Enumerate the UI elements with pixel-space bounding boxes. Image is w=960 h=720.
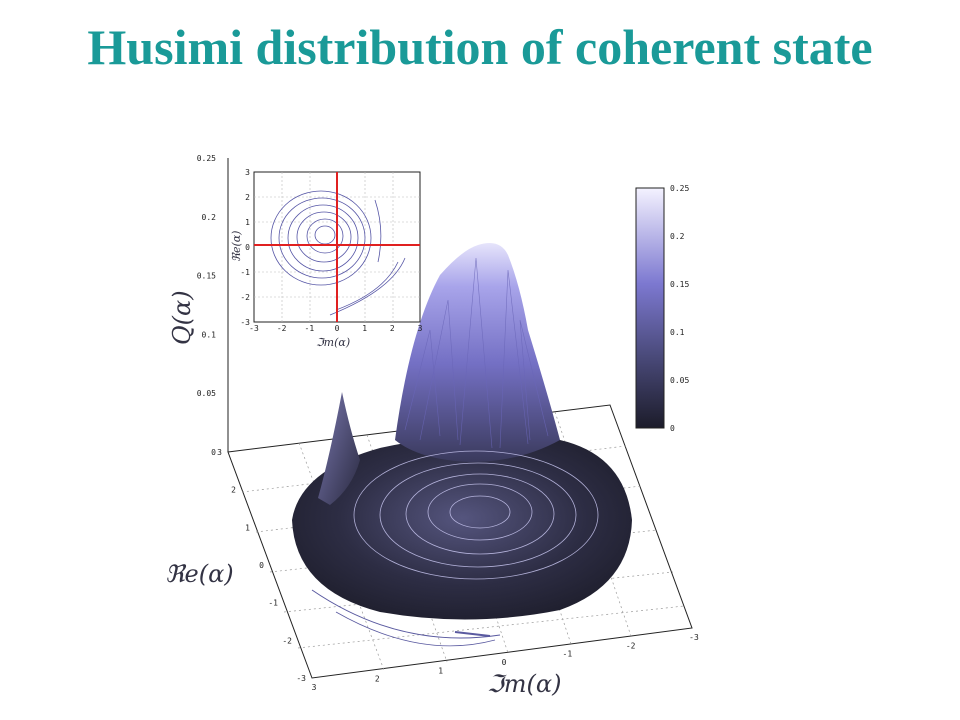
base-plane: 3 2 1 0 -1 -2 -3 3 2 1 0 -1 -2 -3 ℜe(α) ℑm(α) xyxy=(165,404,699,698)
colorbar-tick-label: 0.2 xyxy=(670,232,685,241)
colorbar-tick-label: 0 xyxy=(670,424,675,433)
inset-y-tick-label: 2 xyxy=(245,193,250,202)
z-tick-label: 0 xyxy=(211,448,216,457)
z-tick-label: 0.1 xyxy=(202,330,217,339)
inset-x-label: ℑm(α) xyxy=(316,336,350,349)
surface-plot xyxy=(292,242,632,647)
inset-y-tick-label: 0 xyxy=(245,243,250,252)
re-tick-label: -1 xyxy=(268,599,278,608)
inset-y-tick-label: 3 xyxy=(245,168,250,177)
im-axis-label: ℑm(α) xyxy=(487,670,561,698)
inset-contour-plot: -3 -2 -1 0 1 2 3 3 2 1 0 -1 -2 -3 ℑm(α) ℜe(α) xyxy=(230,168,423,349)
inset-x-tick-label: -2 xyxy=(277,324,287,333)
inset-x-tick-label: 3 xyxy=(418,324,423,333)
colorbar-tick-label: 0.1 xyxy=(670,328,685,337)
inset-x-ticks: -3 -2 -1 0 1 2 3 xyxy=(249,324,422,333)
inset-x-tick-label: 2 xyxy=(390,324,395,333)
im-tick-label: -3 xyxy=(689,633,699,642)
inset-y-label: ℜe(α) xyxy=(230,231,243,262)
inset-y-tick-label: -2 xyxy=(240,293,250,302)
inset-x-tick-label: 1 xyxy=(362,324,367,333)
im-tick-label: 3 xyxy=(312,683,317,692)
z-tick-label: 0.2 xyxy=(202,213,217,222)
inset-y-tick-label: -1 xyxy=(240,268,250,277)
surface-spike xyxy=(318,392,360,505)
re-tick-label: -3 xyxy=(296,674,306,683)
re-tick-label: 1 xyxy=(245,523,250,532)
z-tick-label: 0.15 xyxy=(197,272,216,281)
im-tick-label: -2 xyxy=(626,641,636,650)
z-tick-label: 0.25 xyxy=(197,154,216,163)
z-axis-label: Q(α) xyxy=(168,290,196,345)
inset-x-tick-label: -1 xyxy=(305,324,315,333)
re-tick-label: 0 xyxy=(259,561,264,570)
colorbar-tick-label: 0.25 xyxy=(670,184,689,193)
re-axis-label: ℜe(α) xyxy=(165,560,234,588)
inset-y-ticks: 3 2 1 0 -1 -2 -3 xyxy=(240,168,250,327)
re-tick-label: -2 xyxy=(282,636,292,645)
page-title: Husimi distribution of coherent state xyxy=(87,19,873,75)
im-tick-label: 0 xyxy=(502,658,507,667)
im-tick-label: 2 xyxy=(375,675,380,684)
z-axis-ticks: 0.25 0.2 0.15 0.1 0.05 0 xyxy=(197,154,216,457)
im-tick-label: -1 xyxy=(563,650,573,659)
re-tick-label: 2 xyxy=(231,486,236,495)
surface-base xyxy=(292,435,632,620)
inset-y-tick-label: 1 xyxy=(245,218,250,227)
surface-peak xyxy=(395,242,560,462)
inset-y-tick-label: -3 xyxy=(240,318,250,327)
colorbar: 0.25 0.2 0.15 0.1 0.05 0 xyxy=(635,184,689,433)
colorbar-ticks: 0.25 0.2 0.15 0.1 0.05 0 xyxy=(670,184,689,433)
re-axis-ticks: 3 2 1 0 -1 -2 -3 xyxy=(217,448,306,683)
colorbar-tick-label: 0.05 xyxy=(670,376,689,385)
im-axis-ticks: 3 2 1 0 -1 -2 -3 xyxy=(312,633,699,692)
inset-x-tick-label: 0 xyxy=(335,324,340,333)
re-tick-label: 3 xyxy=(217,448,222,457)
z-axis: 0.25 0.2 0.15 0.1 0.05 0 Q(α) xyxy=(168,154,229,457)
inset-x-tick-label: -3 xyxy=(249,324,259,333)
colorbar-tick-label: 0.15 xyxy=(670,280,689,289)
z-tick-label: 0.05 xyxy=(197,389,216,398)
im-tick-label: 1 xyxy=(438,666,443,675)
